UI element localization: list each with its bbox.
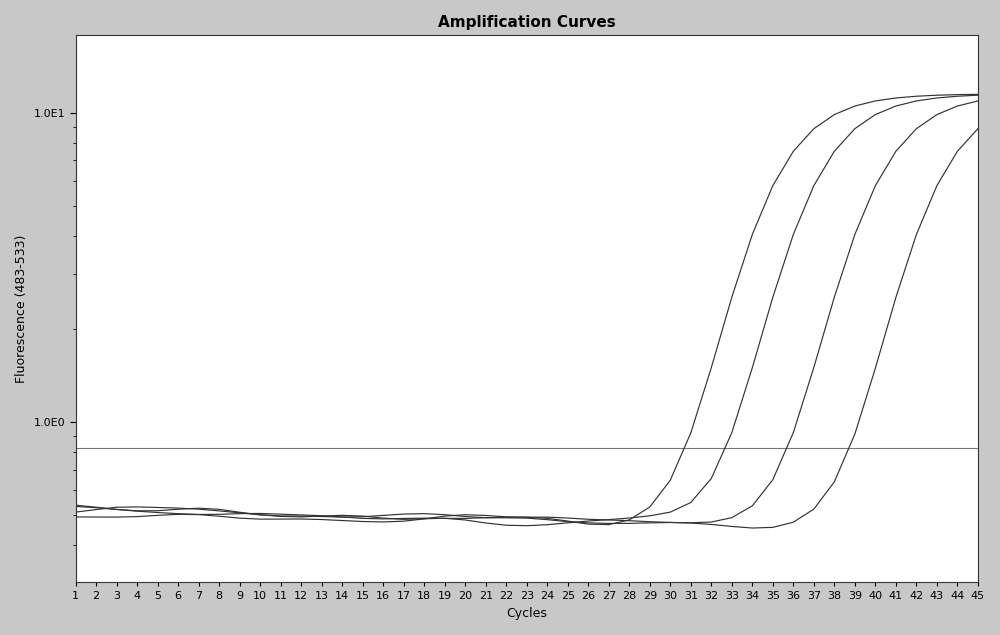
Y-axis label: Fluorescence (483-533): Fluorescence (483-533) [15, 235, 28, 383]
Title: Amplification Curves: Amplification Curves [438, 15, 616, 30]
X-axis label: Cycles: Cycles [506, 607, 547, 620]
